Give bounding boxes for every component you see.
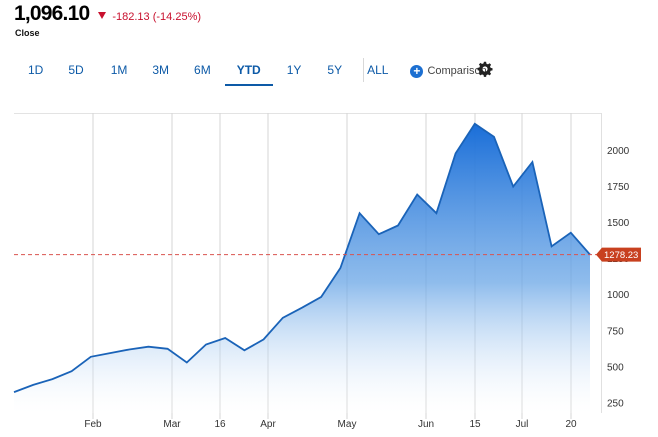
last-value-badge-bg	[596, 247, 641, 262]
y-tick-label: 500	[607, 362, 624, 373]
price-change-value: -182.13 (-14.25%)	[112, 10, 202, 23]
gear-icon[interactable]	[477, 61, 493, 77]
comparison-label: Comparison	[427, 65, 487, 77]
x-tick-label: Jul	[516, 419, 529, 430]
x-tick-label: 16	[214, 419, 226, 430]
x-tick-label: 15	[469, 419, 481, 430]
current-price: 1,096.10	[14, 2, 90, 25]
x-tick-label: May	[338, 419, 357, 430]
y-axis-line	[601, 113, 602, 413]
price-line	[13, 122, 591, 393]
x-axis-labels: Feb Mar 16 Apr May Jun 15 Jul 20	[84, 419, 577, 430]
range-1y-button[interactable]: 1Y	[286, 63, 302, 77]
price-area	[14, 123, 590, 414]
range-6m-button[interactable]: 6M	[194, 63, 211, 77]
y-tick-label: 1000	[607, 290, 630, 301]
range-all-button[interactable]: ALL	[367, 63, 389, 77]
x-tick-label: Apr	[260, 419, 276, 430]
quote-header: 1,096.10 -182.13 (-14.25%)	[14, 2, 201, 30]
x-tick-label: 20	[565, 419, 577, 430]
y-tick-label: 750	[607, 326, 624, 337]
range-5y-button[interactable]: 5Y	[327, 63, 343, 77]
y-tick-label: 2000	[607, 146, 630, 157]
range-3m-button[interactable]: 3M	[152, 63, 170, 77]
y-tick-label: 1750	[607, 182, 630, 193]
x-tick-label: Mar	[163, 419, 181, 430]
plot-top-border	[14, 113, 602, 114]
range-ytd-button[interactable]: YTD	[224, 56, 273, 86]
comparison-button[interactable]: + Comparison	[410, 56, 487, 86]
range-1d-button[interactable]: 1D	[28, 63, 44, 77]
last-value-badge: 1278.23	[596, 247, 641, 262]
close-label: Close	[15, 28, 40, 38]
range-5d-button[interactable]: 5D	[68, 63, 84, 77]
toolbar-divider	[363, 58, 364, 82]
y-tick-label: 250	[607, 398, 624, 409]
range-selector: 1D 5D 1M 3M 6M YTD 1Y 5Y ALL + Compariso…	[14, 56, 487, 86]
x-tick-label: Jun	[418, 419, 434, 430]
plus-circle-icon: +	[410, 64, 424, 78]
range-1m-button[interactable]: 1M	[110, 63, 128, 77]
price-change: -182.13 (-14.25%)	[98, 11, 201, 23]
last-value-text: 1278.23	[604, 250, 638, 261]
x-tick-label: Feb	[84, 419, 102, 430]
y-tick-label: 1500	[607, 218, 630, 229]
down-triangle-icon	[98, 12, 107, 19]
y-axis-labels: 25050075010001250150017502000	[607, 146, 630, 409]
